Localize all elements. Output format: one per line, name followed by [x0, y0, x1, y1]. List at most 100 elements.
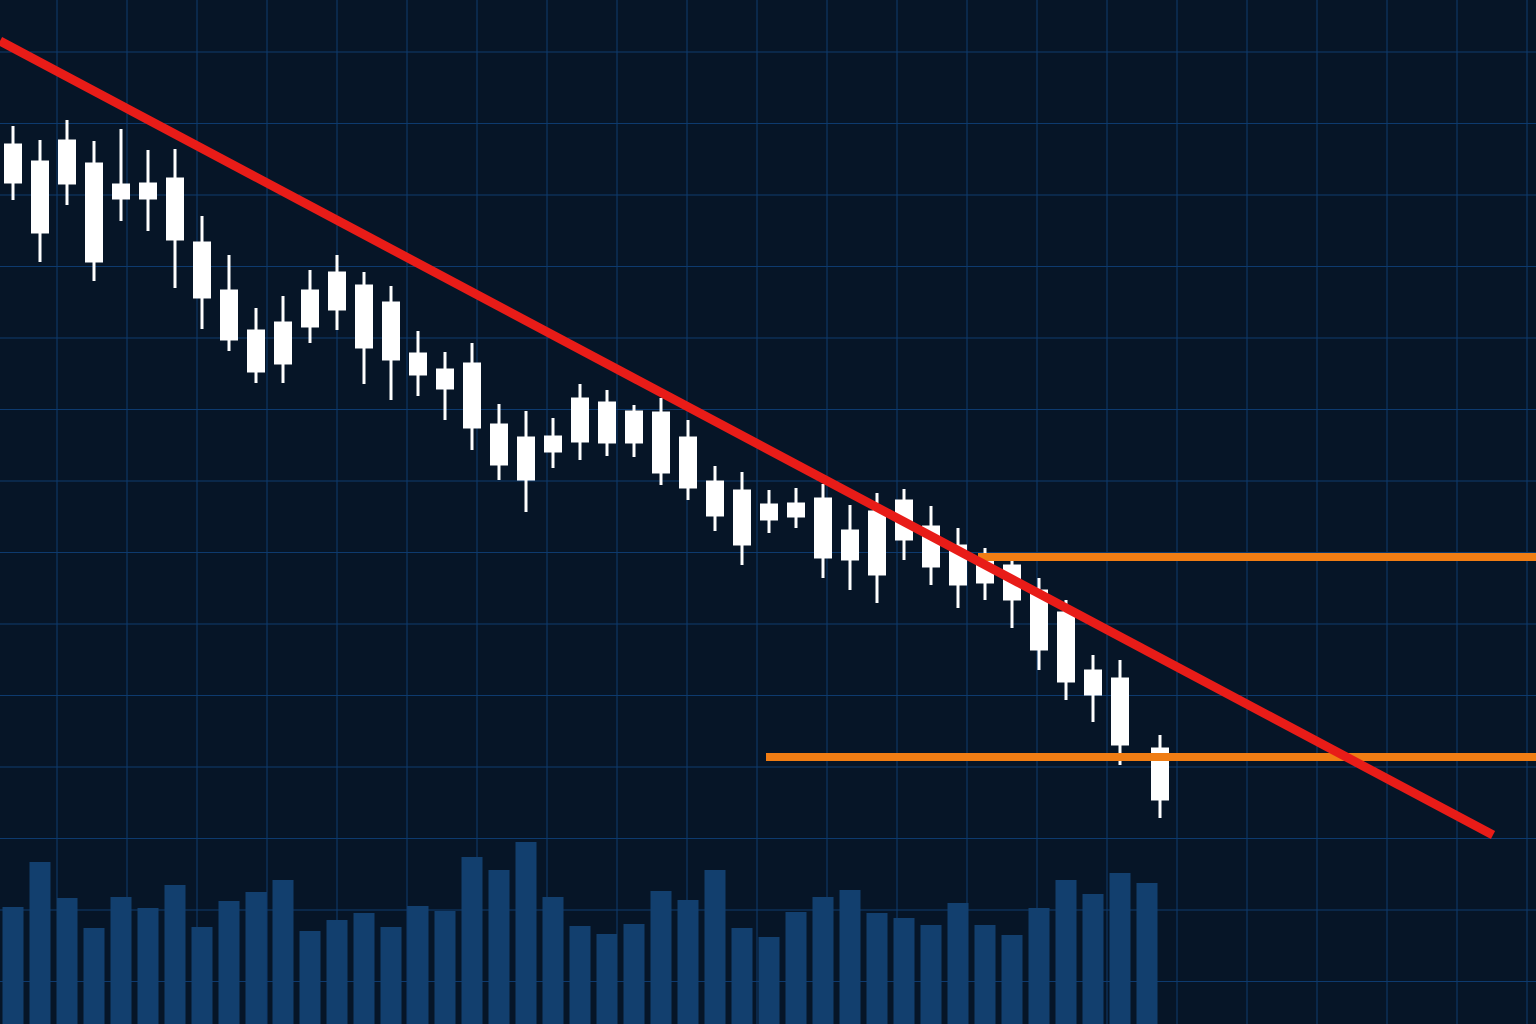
volume-bar	[434, 911, 456, 1024]
candlestick	[571, 384, 589, 460]
candle-body	[571, 397, 589, 443]
candlestick	[841, 505, 859, 590]
candlestick	[382, 286, 400, 400]
candle-body	[220, 289, 238, 341]
volume-bar	[110, 897, 132, 1024]
candlestick	[328, 255, 346, 330]
volume-bar	[461, 857, 483, 1024]
volume-bar	[893, 918, 915, 1024]
volume-bar	[974, 925, 996, 1024]
volume-bar	[866, 913, 888, 1024]
candlestick	[247, 308, 265, 383]
candlestick	[490, 404, 508, 480]
candlestick	[598, 390, 616, 456]
candle-body	[328, 271, 346, 311]
volume-bar	[191, 927, 213, 1024]
candle-body	[706, 480, 724, 517]
volume-bar	[29, 862, 51, 1024]
volume-bar	[650, 891, 672, 1024]
volume-bar	[677, 900, 699, 1024]
volume-bar	[947, 903, 969, 1024]
volume-bar	[596, 934, 618, 1024]
candlestick	[706, 466, 724, 531]
volume-bar	[83, 928, 105, 1024]
candle-body	[679, 436, 697, 489]
candlestick	[274, 296, 292, 383]
candlestick	[679, 420, 697, 500]
candle-body	[733, 489, 751, 546]
volume-bar	[1136, 883, 1158, 1024]
candle-body	[463, 362, 481, 429]
candlestick	[517, 411, 535, 512]
candlestick	[1111, 660, 1129, 765]
volume-bar	[812, 897, 834, 1024]
volume-bar	[137, 908, 159, 1024]
volume-bar	[326, 920, 348, 1024]
candlestick	[31, 140, 49, 262]
candle-body	[31, 160, 49, 234]
candlestick	[463, 343, 481, 450]
candle-body	[382, 301, 400, 361]
candle-body	[1084, 669, 1102, 696]
downtrend-line[interactable]	[0, 37, 1496, 839]
candle-body	[85, 162, 103, 263]
candle-body	[355, 284, 373, 349]
volume-bar	[1082, 894, 1104, 1024]
volume-bar	[569, 926, 591, 1024]
volume-bar	[920, 925, 942, 1024]
volume-bar	[2, 907, 24, 1024]
volume-bar	[272, 880, 294, 1024]
candlestick	[544, 418, 562, 468]
candlestick	[112, 129, 130, 221]
candle-body	[841, 529, 859, 561]
candle-body	[787, 502, 805, 518]
candlestick	[760, 490, 778, 533]
candle-body	[166, 177, 184, 241]
candlestick	[436, 352, 454, 420]
candle-body	[598, 401, 616, 444]
candle-body	[1111, 677, 1129, 746]
candle-body	[301, 289, 319, 328]
volume-bar	[1028, 908, 1050, 1024]
volume-bar	[704, 870, 726, 1024]
candlestick	[1030, 578, 1048, 670]
candlestick	[652, 398, 670, 485]
candlestick	[733, 472, 751, 565]
volume-bar	[1109, 873, 1131, 1024]
volume-bar	[218, 901, 240, 1024]
volume-bar	[56, 898, 78, 1024]
volume-bar	[758, 937, 780, 1024]
candle-body	[436, 368, 454, 390]
candlestick	[814, 484, 832, 578]
volume-bar	[731, 928, 753, 1024]
candle-body	[544, 435, 562, 453]
candle-body	[58, 139, 76, 185]
volume-bar	[542, 897, 564, 1024]
candle-body	[112, 183, 130, 200]
volume-bar	[380, 927, 402, 1024]
candlestick	[139, 150, 157, 231]
volume-bar	[1001, 935, 1023, 1024]
candlestick	[85, 141, 103, 281]
volume-bar	[245, 892, 267, 1024]
volume-bar	[488, 870, 510, 1024]
volume-bar	[623, 924, 645, 1024]
candle-body	[814, 497, 832, 559]
candlestick	[787, 488, 805, 528]
candle-body	[760, 503, 778, 521]
candle-body	[247, 329, 265, 373]
volume-bar	[299, 931, 321, 1024]
candlestick	[58, 120, 76, 205]
candle-wick	[119, 129, 123, 221]
volume-bar	[1055, 880, 1077, 1024]
candlestick	[301, 270, 319, 343]
candle-body	[490, 423, 508, 466]
candle-body	[4, 143, 22, 184]
volume-bar	[839, 890, 861, 1024]
volume-bar	[515, 842, 537, 1024]
candle-body	[193, 241, 211, 299]
